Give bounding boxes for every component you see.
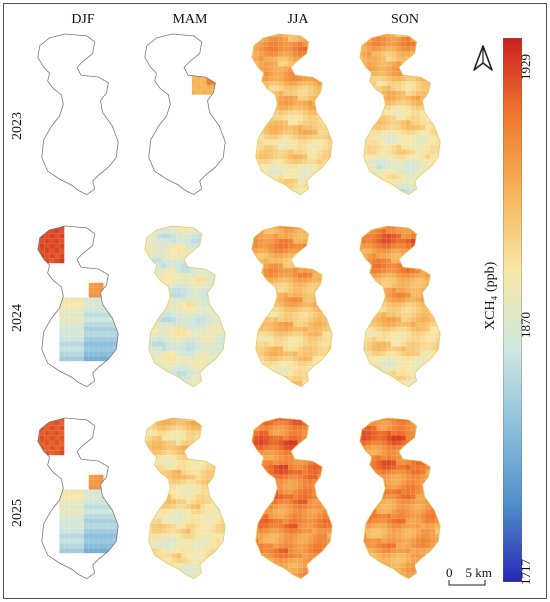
scale-bar-label: 0 5 km [446, 565, 492, 581]
lake-outline [359, 225, 441, 388]
scale-zero: 0 [446, 565, 453, 580]
lake-outline [144, 417, 226, 580]
row-label-2025: 2025 [10, 499, 25, 527]
legend-tick-mid: 1870 [518, 312, 533, 338]
lake-outline [251, 225, 333, 388]
map-panel-2024-son [352, 224, 450, 396]
lake-outline [144, 225, 226, 388]
map-panel-2024-mam [137, 224, 235, 396]
column-label-mam: MAM [172, 12, 208, 27]
lake-outline [359, 33, 441, 196]
map-panel-2023-djf [30, 32, 128, 204]
lake-outline [251, 417, 333, 580]
column-label-jja: JJA [287, 12, 309, 27]
lake-outline [359, 417, 441, 580]
map-panel-2025-jja [244, 416, 342, 588]
lake-outline [37, 225, 119, 388]
map-panel-2023-mam [137, 32, 235, 204]
legend-tick-max: 1929 [518, 54, 533, 80]
lake-outline [251, 33, 333, 196]
color-bar [503, 38, 522, 582]
column-label-djf: DJF [71, 12, 95, 27]
map-panel-2025-mam [137, 416, 235, 588]
scale-distance: 5 km [465, 565, 492, 580]
map-panel-2025-son [352, 416, 450, 588]
map-panel-2023-jja [244, 32, 342, 204]
north-arrow-icon [473, 45, 493, 71]
row-label-2024: 2024 [10, 304, 25, 332]
map-panel-2024-djf [30, 224, 128, 396]
scale-bar [448, 580, 486, 586]
row-label-2023: 2023 [10, 112, 25, 140]
legend-tick-min: 1717 [518, 559, 533, 585]
lake-outline [37, 417, 119, 580]
map-panel-2023-son [352, 32, 450, 204]
lake-outline [37, 33, 119, 196]
lake-outline [144, 33, 226, 196]
map-panel-2024-jja [244, 224, 342, 396]
legend-title: XCH₄ (ppb) [483, 261, 498, 330]
map-panel-2025-djf [30, 416, 128, 588]
column-label-son: SON [390, 12, 419, 27]
